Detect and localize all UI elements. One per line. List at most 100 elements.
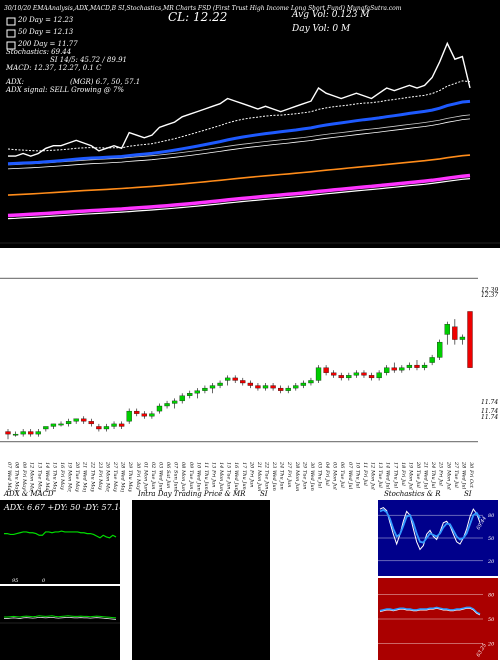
- date-tick-label: 01 Mon Jun: [142, 462, 148, 491]
- date-tick-label: 20 Fri Jun: [248, 461, 254, 487]
- candle-body: [96, 426, 102, 430]
- stochastics-readout: Stochastics: 69.44: [6, 48, 72, 56]
- candle-body: [255, 385, 261, 389]
- adx-readout: ADX:: [6, 78, 25, 86]
- candle-body: [308, 380, 314, 384]
- candle-body: [459, 336, 466, 340]
- ema-panel: [0, 0, 500, 248]
- date-tick-label: 24 Thu Jun: [279, 461, 285, 490]
- ema100-line-a: [7, 118, 471, 170]
- date-tick-label: 28 Wed May: [120, 461, 126, 492]
- date-tick-label: 19 Mon May: [67, 462, 73, 492]
- date-tick-label: 02 Tue Jun: [150, 462, 156, 490]
- candle-body: [361, 372, 367, 376]
- rsi-tick-label: 20: [487, 642, 495, 648]
- adx-tick-0: 0: [42, 578, 46, 584]
- topline-text: 30/10/20 EMAAnalysis,ADX,MACD,B SI,Stoch…: [4, 5, 402, 12]
- candle-body: [28, 431, 34, 435]
- candle-body: [202, 387, 208, 391]
- panel-divider: [0, 248, 500, 260]
- date-tick-label: 25 Fri Jul: [438, 461, 444, 486]
- day-volume: Day Vol: 0 M: [292, 24, 351, 34]
- candle-body: [278, 387, 284, 391]
- candle-body: [73, 418, 79, 422]
- candle-body: [240, 380, 246, 384]
- stoch-tick-label: 80: [488, 513, 495, 519]
- date-tick-label: 27 Tue May: [112, 461, 118, 492]
- candle-body: [111, 423, 117, 427]
- bollinger-inner-line: [7, 178, 471, 220]
- candle-body: [353, 372, 360, 376]
- adx-bg: [0, 500, 120, 584]
- ema-chart: [0, 41, 500, 244]
- date-tick-label: 27 Fri Jun: [286, 461, 292, 487]
- rsi-signal-line: [379, 608, 481, 616]
- date-tick-label: 20 Tue Jul: [415, 461, 421, 488]
- candle-body: [43, 426, 49, 430]
- date-tick-label: 14 Wed Jul: [385, 462, 391, 490]
- candle-body: [232, 377, 238, 381]
- adx-panel-title: ADX & MACD: [4, 490, 54, 498]
- date-tick-label: 10 Thu Jul: [354, 462, 360, 489]
- date-tick-label: 13 Tue Jul: [377, 462, 383, 488]
- date-tick-label: 28 Mon Jun: [294, 461, 300, 491]
- date-tick-label: 08 Mon Jun: [180, 462, 186, 491]
- candle-body: [300, 382, 307, 386]
- candle-body: [346, 375, 352, 379]
- candle-body: [444, 324, 450, 335]
- date-tick-label: 29 Tue Jun: [301, 461, 307, 490]
- date-tick-label: 06 Sat Jun: [165, 462, 171, 488]
- date-tick-label: 04 Fri Jul: [324, 462, 330, 486]
- ema200-line: [7, 154, 471, 196]
- candle-body: [118, 423, 125, 427]
- date-tick-label: 18 Fri Jul: [400, 462, 406, 486]
- avg-volume: Avg Vol: 0.123 M: [292, 10, 370, 20]
- candle-body: [209, 385, 216, 389]
- stoch-tick-label: 50: [488, 536, 495, 542]
- price-label-upper-a: 12.39: [481, 287, 499, 294]
- candle-body: [323, 367, 329, 373]
- ema100-line-b: [7, 114, 471, 166]
- candle-body: [414, 364, 420, 368]
- intra-panel-title: Intra Day Trading Price & MR: [138, 490, 246, 498]
- candle-body: [141, 413, 147, 417]
- date-tick-label: 30 Fri Oct: [468, 462, 474, 489]
- date-tick-label: 11 Thu Jun: [203, 462, 209, 490]
- date-tick-label: 29 Thu May: [127, 461, 133, 492]
- rsi-tick-label: 50: [488, 617, 495, 623]
- macd-signal-line: [4, 616, 117, 620]
- bollinger-band-line: [7, 173, 471, 218]
- candle-body: [399, 367, 405, 371]
- stoch-grid: 80 80 50 50 20 20: [378, 513, 495, 648]
- candle-body: [149, 413, 155, 417]
- rsi-tick-label: 80: [488, 592, 495, 598]
- candle-body: [217, 382, 223, 386]
- date-tick-label: 21 Wed Jul: [423, 461, 429, 490]
- date-tick-label: 17 Thu Jun: [241, 462, 247, 490]
- candle-body: [338, 375, 344, 379]
- candle-body: [5, 431, 11, 435]
- candle-body: [331, 372, 337, 376]
- candle-body: [421, 364, 428, 368]
- candle-body: [315, 367, 322, 381]
- date-tick-label: 11 Fri Jul: [362, 462, 368, 486]
- close-price-line: [8, 41, 471, 157]
- date-tick-label: 16 Fri May: [59, 462, 65, 490]
- date-tick-label: 21 Wed May: [82, 461, 88, 492]
- candle-body: [437, 341, 443, 358]
- price-label-lower-a: 11.74: [481, 399, 499, 406]
- stoch-lines: [379, 507, 481, 551]
- adx-signal-readout: ADX signal: SELL Growing @ 7%: [6, 86, 125, 94]
- candle-body: [224, 377, 231, 381]
- candle-body: [384, 367, 390, 373]
- price-label-lower-b: 11.74: [481, 408, 499, 415]
- stoch-tick-label: 20: [487, 559, 495, 565]
- candlestick-panel: [0, 260, 500, 460]
- date-tick-label: 30 Fri May: [135, 462, 141, 490]
- date-tick-label: 15 Thu May: [51, 462, 57, 492]
- ema200-label: 200 Day = 11.77: [18, 40, 78, 48]
- candlestick-chart: [0, 277, 478, 443]
- date-tick-label: 09 Tue Jun: [188, 462, 194, 490]
- si-readout: SI 14/5: 45.72 / 89.91: [50, 56, 127, 64]
